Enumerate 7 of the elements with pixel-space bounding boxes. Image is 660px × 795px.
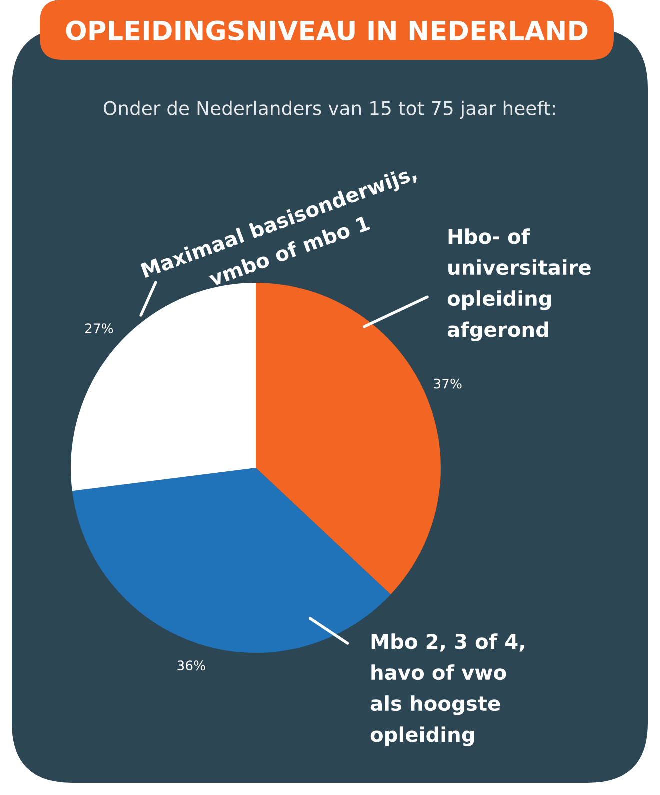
chart-subtitle: Onder de Nederlanders van 15 tot 75 jaar heeft: xyxy=(104,100,555,120)
chart-title: OPLEIDINGSNIVEAU IN NEDERLAND xyxy=(66,20,588,41)
slice-label: Hbo- of universitaire opleiding afgerond xyxy=(448,228,591,342)
data-label: 27% xyxy=(85,324,114,334)
slice-label: Mbo 2, 3 of 4, havo of vwo als hoogste opleiding xyxy=(370,634,524,746)
data-label: 36% xyxy=(178,660,206,671)
data-label: 37% xyxy=(434,378,462,389)
